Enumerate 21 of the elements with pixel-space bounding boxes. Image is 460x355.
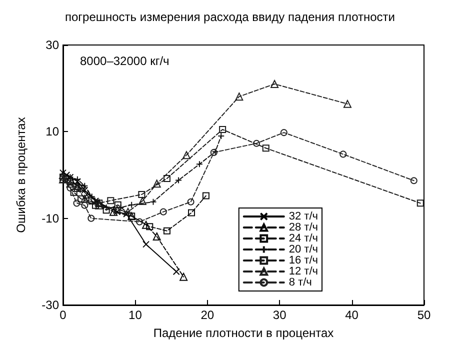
legend-label: 24 т/ч xyxy=(288,232,318,244)
y-tick-label: 30 xyxy=(46,38,60,52)
legend-label: 28 т/ч xyxy=(288,222,318,234)
legend-label: 20 т/ч xyxy=(288,244,318,256)
x-axis-title: Падение плотности в процентах xyxy=(153,326,334,340)
x-tick-label: 30 xyxy=(272,308,287,322)
x-tick-label: 40 xyxy=(345,308,359,322)
annotation: 8000–32000 кг/ч xyxy=(80,54,170,68)
legend-label: 32 т/ч xyxy=(288,210,318,222)
x-tick-label: 0 xyxy=(60,308,67,322)
x-tick-label: 50 xyxy=(417,308,431,322)
x-tick-label: 10 xyxy=(128,308,142,322)
legend-label: 16 т/ч xyxy=(288,254,318,266)
y-axis-title: Ошибка в процентах xyxy=(14,117,28,233)
x-tick-label: 20 xyxy=(200,308,214,322)
y-tick-label: 10 xyxy=(46,124,60,139)
y-tick-label: -10 xyxy=(42,211,60,226)
legend-label: 12 т/ч xyxy=(288,266,318,278)
y-tick-label: -30 xyxy=(42,298,60,312)
legend-label: 8 т/ч xyxy=(288,276,312,288)
chart-title: погрешность измерения расхода ввиду падения плотности xyxy=(64,10,396,24)
